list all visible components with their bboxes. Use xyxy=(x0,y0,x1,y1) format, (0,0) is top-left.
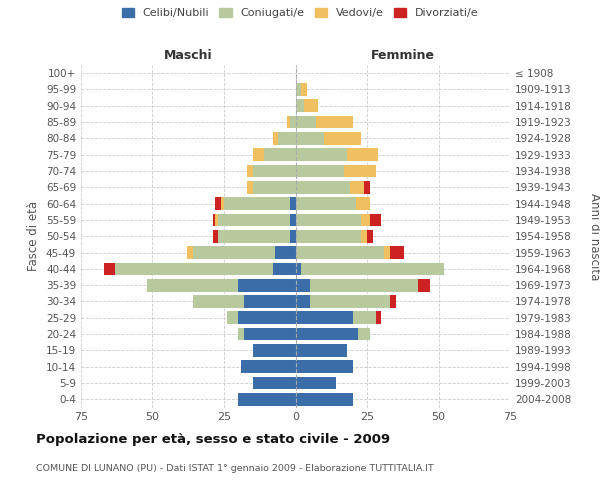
Bar xyxy=(224,198,290,210)
Bar xyxy=(247,164,253,177)
Bar xyxy=(296,148,347,161)
Bar xyxy=(193,246,275,259)
Bar xyxy=(296,198,356,210)
Bar xyxy=(296,279,310,291)
Bar xyxy=(275,246,296,259)
Bar xyxy=(253,148,264,161)
Bar xyxy=(278,132,296,145)
Bar xyxy=(296,132,324,145)
Text: COMUNE DI LUNANO (PU) - Dati ISTAT 1° gennaio 2009 - Elaborazione TUTTITALIA.IT: COMUNE DI LUNANO (PU) - Dati ISTAT 1° ge… xyxy=(36,464,434,473)
Bar xyxy=(104,262,115,275)
Bar xyxy=(253,376,296,390)
Bar xyxy=(361,230,367,242)
Bar xyxy=(238,279,296,291)
Bar xyxy=(296,344,347,357)
Bar xyxy=(358,328,370,340)
Text: Popolazione per età, sesso e stato civile - 2009: Popolazione per età, sesso e stato civil… xyxy=(36,432,390,446)
Bar xyxy=(364,181,370,194)
Bar xyxy=(272,262,296,275)
Bar xyxy=(296,116,316,128)
Y-axis label: Fasce di età: Fasce di età xyxy=(28,201,40,272)
Bar xyxy=(218,214,290,226)
Bar xyxy=(244,328,296,340)
Legend: Celibi/Nubili, Coniugati/e, Vedovi/e, Divorziati/e: Celibi/Nubili, Coniugati/e, Vedovi/e, Di… xyxy=(117,3,483,22)
Bar xyxy=(264,148,296,161)
Bar xyxy=(296,312,353,324)
Bar xyxy=(296,360,353,373)
Bar xyxy=(301,83,307,96)
Bar xyxy=(310,295,390,308)
Bar xyxy=(324,132,361,145)
Bar xyxy=(296,83,301,96)
Bar xyxy=(296,100,304,112)
Bar xyxy=(187,246,193,259)
Bar xyxy=(361,214,370,226)
Bar xyxy=(241,360,296,373)
Bar xyxy=(221,198,224,210)
Bar xyxy=(296,230,361,242)
Bar xyxy=(356,198,370,210)
Bar xyxy=(304,100,319,112)
Bar xyxy=(193,295,244,308)
Bar xyxy=(244,295,296,308)
Bar xyxy=(350,181,364,194)
Bar xyxy=(253,181,296,194)
Bar xyxy=(384,246,390,259)
Bar xyxy=(296,328,358,340)
Bar xyxy=(418,279,430,291)
Bar xyxy=(253,164,296,177)
Bar xyxy=(272,132,278,145)
Bar xyxy=(296,181,350,194)
Bar xyxy=(290,214,296,226)
Text: Maschi: Maschi xyxy=(164,48,212,62)
Bar xyxy=(212,214,215,226)
Bar xyxy=(310,279,418,291)
Bar xyxy=(212,230,218,242)
Bar xyxy=(290,198,296,210)
Y-axis label: Anni di nascita: Anni di nascita xyxy=(588,192,600,280)
Bar xyxy=(344,164,376,177)
Bar xyxy=(390,295,395,308)
Bar xyxy=(238,312,296,324)
Bar xyxy=(238,328,244,340)
Bar xyxy=(353,312,376,324)
Bar xyxy=(227,312,238,324)
Bar xyxy=(296,164,344,177)
Bar xyxy=(367,230,373,242)
Bar xyxy=(296,393,353,406)
Bar xyxy=(301,262,444,275)
Bar xyxy=(247,181,253,194)
Bar xyxy=(215,214,218,226)
Bar xyxy=(296,262,301,275)
Bar xyxy=(390,246,404,259)
Bar xyxy=(290,116,296,128)
Bar xyxy=(316,116,353,128)
Bar xyxy=(253,344,296,357)
Bar xyxy=(296,246,384,259)
Bar xyxy=(215,198,221,210)
Bar xyxy=(290,230,296,242)
Bar xyxy=(115,262,272,275)
Bar xyxy=(218,230,290,242)
Bar xyxy=(238,393,296,406)
Text: Femmine: Femmine xyxy=(371,48,435,62)
Bar xyxy=(296,376,335,390)
Bar xyxy=(347,148,379,161)
Bar xyxy=(296,295,310,308)
Bar xyxy=(287,116,290,128)
Bar xyxy=(147,279,238,291)
Bar xyxy=(296,214,361,226)
Bar xyxy=(370,214,382,226)
Bar xyxy=(376,312,382,324)
